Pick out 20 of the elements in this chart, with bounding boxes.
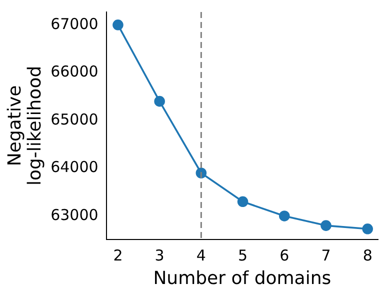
x-tick-label: 2 <box>113 246 123 264</box>
point <box>278 210 290 222</box>
x-tick-label: 5 <box>238 246 248 264</box>
y-tick-label: 67000 <box>50 14 98 33</box>
point <box>237 196 248 208</box>
point <box>112 20 124 30</box>
y-tick-label: 65000 <box>50 110 98 128</box>
x-tick-label: 6 <box>280 246 290 264</box>
x-tick-label: 8 <box>362 246 372 264</box>
y-tick-label: 64000 <box>50 158 98 176</box>
point <box>154 96 165 107</box>
x-tick-label: 4 <box>196 246 206 264</box>
y-tick-label: 63000 <box>50 206 98 224</box>
y-axis-title: Negative log-likelihood <box>4 66 46 186</box>
x-tick-label: 3 <box>154 246 164 264</box>
point <box>320 220 332 231</box>
x-axis-title: Number of domains <box>153 268 332 289</box>
x-tick-label: 7 <box>321 246 331 264</box>
point <box>362 223 373 234</box>
y-tick-label: 66000 <box>50 62 98 81</box>
